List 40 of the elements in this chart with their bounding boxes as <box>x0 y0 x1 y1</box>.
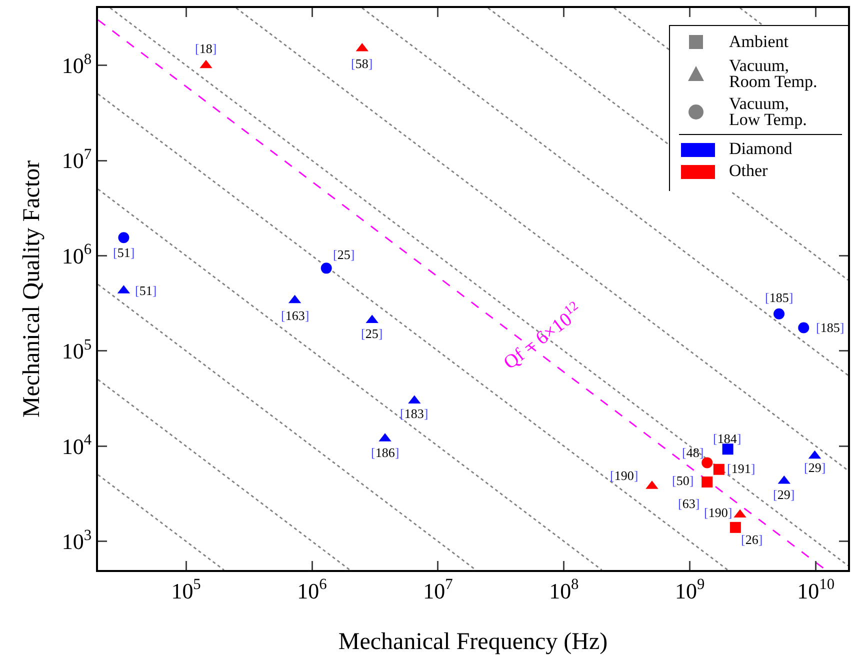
annotation: [26] <box>741 532 763 547</box>
annotation: [29] <box>773 487 795 502</box>
annotation: [25] <box>333 247 355 262</box>
legend-label: Vacuum, Low Temp. <box>729 94 807 129</box>
annotation: [58] <box>351 56 373 71</box>
legend-label: Other <box>729 161 768 180</box>
annotation: [186] <box>371 445 400 460</box>
annotation: [63] <box>678 496 700 511</box>
annotation: [48] <box>682 445 704 460</box>
y-tick-label: 10$^{3}$ <box>62 526 92 554</box>
annotation: [184] <box>713 431 742 446</box>
y-tick-label: 10$^{6}$ <box>62 241 92 268</box>
y-tick-label: 10$^{5}$ <box>62 336 92 364</box>
annotation: [51] <box>113 245 135 260</box>
annotation: [18] <box>195 41 217 56</box>
annotation: [25] <box>361 326 383 341</box>
y-tick-label: 10$^{8}$ <box>62 50 92 78</box>
x-tick-label: 10$^{10}$ <box>797 576 835 604</box>
legend-label: Diamond <box>729 139 792 158</box>
annotation: [51] <box>135 283 157 298</box>
annotation: [163] <box>281 308 310 323</box>
y-tick-label: 10$^{4}$ <box>62 432 92 459</box>
annotation: [185] <box>765 290 794 305</box>
x-tick-label: 10$^{5}$ <box>171 576 202 604</box>
annotation: [185] <box>816 320 844 335</box>
annotation: [190] <box>704 505 732 520</box>
annotation: [29] <box>804 460 826 475</box>
y-tick-label: 10$^{7}$ <box>62 146 92 174</box>
x-axis-title: Mechanical Frequency (Hz) <box>338 629 608 655</box>
x-tick-label: 10$^{6}$ <box>297 576 328 604</box>
legend-label: Vacuum, Room Temp. <box>729 56 818 91</box>
annotation: [50] <box>672 473 694 488</box>
x-tick-label: 10$^{8}$ <box>549 576 580 604</box>
annotation: [183] <box>400 406 428 421</box>
y-axis-title: Mechanical Quality Factor <box>19 160 45 418</box>
x-tick-label: 10$^{9}$ <box>675 576 706 604</box>
x-tick-label: 10$^{7}$ <box>423 576 454 604</box>
annotation: [190] <box>610 468 638 483</box>
legend-label: Ambient <box>729 32 788 51</box>
annotation: [191] <box>727 461 756 476</box>
